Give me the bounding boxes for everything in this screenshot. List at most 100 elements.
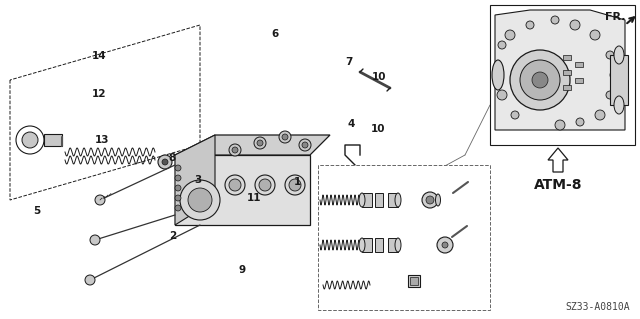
Circle shape: [175, 195, 181, 201]
Ellipse shape: [435, 194, 440, 206]
Circle shape: [494, 66, 502, 74]
Circle shape: [555, 120, 565, 130]
Ellipse shape: [395, 193, 401, 207]
Ellipse shape: [492, 60, 504, 90]
Text: 5: 5: [33, 205, 40, 216]
Ellipse shape: [395, 238, 401, 252]
Circle shape: [259, 179, 271, 191]
Circle shape: [505, 30, 515, 40]
Circle shape: [229, 144, 241, 156]
Circle shape: [610, 70, 620, 80]
Circle shape: [279, 131, 291, 143]
Ellipse shape: [359, 193, 365, 207]
Text: FR.: FR.: [605, 12, 625, 22]
Circle shape: [299, 139, 311, 151]
Circle shape: [85, 275, 95, 285]
Circle shape: [570, 20, 580, 30]
Circle shape: [225, 175, 245, 195]
Text: 6: 6: [271, 29, 279, 40]
Bar: [388, 193, 398, 207]
Ellipse shape: [404, 167, 416, 203]
Bar: [408, 275, 420, 287]
Bar: [388, 238, 398, 252]
Circle shape: [551, 16, 559, 24]
Bar: [375, 238, 383, 252]
Circle shape: [576, 118, 584, 126]
Bar: [362, 193, 372, 207]
Circle shape: [162, 159, 168, 165]
Text: ATM-8: ATM-8: [534, 178, 582, 192]
Text: 11: 11: [247, 193, 261, 203]
Circle shape: [255, 175, 275, 195]
Circle shape: [90, 235, 100, 245]
Text: 13: 13: [95, 135, 109, 145]
Bar: [375, 193, 383, 207]
Circle shape: [22, 132, 38, 148]
Bar: [44, 134, 62, 146]
Circle shape: [442, 242, 448, 248]
Circle shape: [437, 237, 453, 253]
Bar: [563, 55, 571, 60]
Circle shape: [497, 90, 507, 100]
Circle shape: [175, 205, 181, 211]
Bar: [410, 277, 418, 285]
Circle shape: [606, 51, 614, 59]
Circle shape: [175, 175, 181, 181]
Text: SZ33-A0810A: SZ33-A0810A: [565, 302, 630, 312]
Circle shape: [498, 41, 506, 49]
Circle shape: [532, 72, 548, 88]
Ellipse shape: [614, 96, 624, 114]
Circle shape: [257, 140, 263, 146]
Circle shape: [289, 179, 301, 191]
Circle shape: [511, 111, 519, 119]
Ellipse shape: [614, 46, 624, 64]
Circle shape: [180, 180, 220, 220]
Circle shape: [302, 142, 308, 148]
Circle shape: [422, 192, 438, 208]
Circle shape: [175, 165, 181, 171]
Text: 8: 8: [168, 153, 175, 163]
Circle shape: [188, 188, 212, 212]
Circle shape: [595, 110, 605, 120]
Text: 7: 7: [345, 57, 353, 67]
Polygon shape: [10, 25, 200, 200]
Polygon shape: [318, 165, 490, 310]
Text: 10: 10: [371, 124, 385, 134]
Polygon shape: [548, 148, 568, 172]
Circle shape: [510, 50, 570, 110]
Bar: [362, 238, 372, 252]
Polygon shape: [175, 135, 330, 155]
Bar: [563, 85, 571, 90]
Bar: [330, 168, 410, 203]
Polygon shape: [490, 5, 635, 145]
Circle shape: [285, 175, 305, 195]
Circle shape: [16, 126, 44, 154]
Text: 14: 14: [92, 51, 106, 61]
Ellipse shape: [343, 171, 347, 199]
Ellipse shape: [324, 167, 336, 203]
Circle shape: [95, 195, 105, 205]
Text: 12: 12: [92, 89, 106, 99]
Bar: [563, 70, 571, 75]
Text: 3: 3: [195, 175, 202, 185]
Circle shape: [254, 137, 266, 149]
Bar: [575, 62, 583, 67]
Circle shape: [520, 60, 560, 100]
Text: 2: 2: [169, 231, 177, 241]
Polygon shape: [175, 155, 310, 225]
Circle shape: [606, 91, 614, 99]
Text: 4: 4: [347, 119, 355, 130]
Text: 1: 1: [294, 177, 301, 187]
Circle shape: [158, 155, 172, 169]
Circle shape: [526, 21, 534, 29]
Bar: [610, 55, 628, 105]
Bar: [575, 78, 583, 83]
Circle shape: [426, 196, 434, 204]
Text: 10: 10: [372, 71, 386, 82]
Circle shape: [175, 185, 181, 191]
Circle shape: [590, 30, 600, 40]
Ellipse shape: [359, 238, 365, 252]
Circle shape: [282, 134, 288, 140]
Circle shape: [232, 147, 238, 153]
Text: 9: 9: [238, 264, 246, 275]
